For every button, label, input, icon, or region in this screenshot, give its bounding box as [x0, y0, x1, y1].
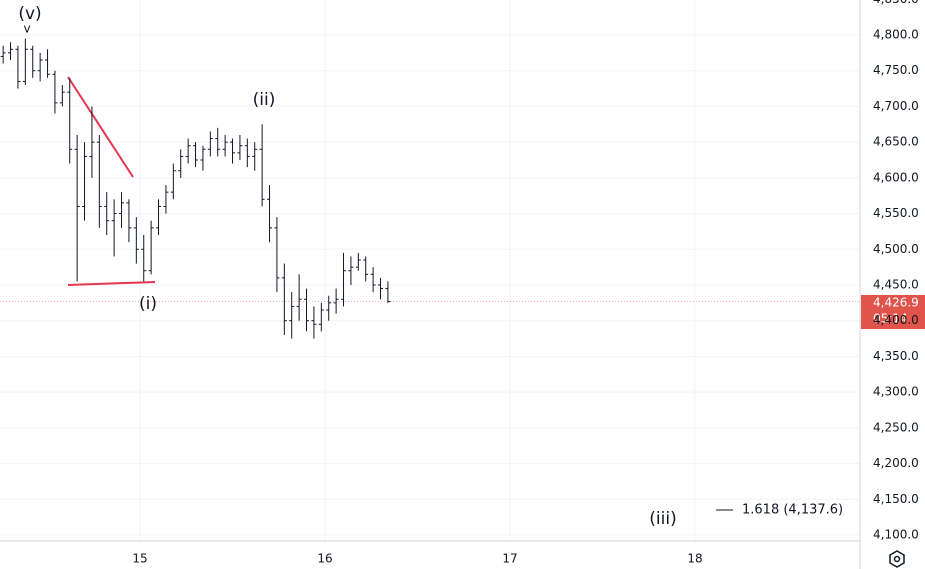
y-tick-label: 4,200.0 — [873, 456, 919, 470]
y-tick-label: 4,350.0 — [873, 349, 919, 363]
y-tick-label: 4,850.0 — [873, 0, 919, 6]
y-tick-label: 4,750.0 — [873, 63, 919, 77]
y-tick-label: 4,550.0 — [873, 206, 919, 220]
price-badge — [861, 295, 925, 329]
y-tick-label: 4,450.0 — [873, 278, 919, 292]
y-tick-label: 4,150.0 — [873, 492, 919, 506]
y-tick-label: 4,600.0 — [873, 170, 919, 184]
x-tick-label: 15 — [132, 552, 147, 566]
trend-line — [67, 76, 134, 178]
wave-label: (i) — [139, 294, 157, 314]
wave-label: (iii) — [649, 509, 676, 529]
y-tick-label: 4,650.0 — [873, 135, 919, 149]
fib-label: 1.618 (4,137.6) — [742, 503, 843, 518]
y-tick-label: 4,500.0 — [873, 242, 919, 256]
y-tick-label: 4,400.0 — [873, 313, 919, 327]
y-tick-label: 4,100.0 — [873, 528, 919, 542]
x-tick-label: 17 — [502, 552, 517, 566]
last-price: 4,426.9 — [873, 296, 919, 310]
y-tick-label: 4,700.0 — [873, 99, 919, 113]
wave-label: (v) — [18, 4, 41, 24]
settings-button[interactable] — [889, 550, 905, 568]
x-tick-label: 18 — [687, 552, 702, 566]
x-tick-label: 16 — [317, 552, 332, 566]
wave-label: (ii) — [253, 90, 276, 110]
trend-line — [67, 281, 156, 286]
wave-marker: v — [23, 22, 30, 36]
y-tick-label: 4,300.0 — [873, 385, 919, 399]
y-tick-label: 4,250.0 — [873, 420, 919, 434]
y-tick-label: 4,800.0 — [873, 28, 919, 42]
countdown: 05:14 — [873, 312, 908, 326]
settings-icon — [893, 555, 901, 563]
